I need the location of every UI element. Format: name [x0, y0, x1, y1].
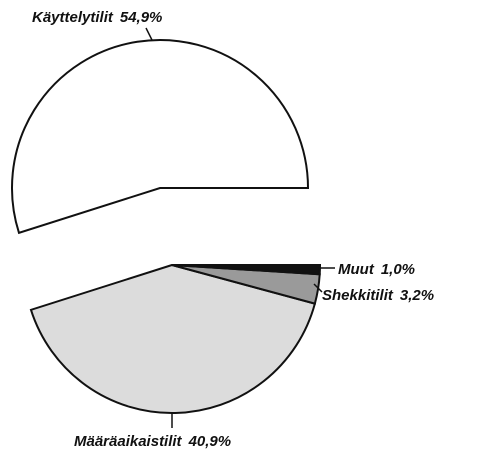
value-label: 40,9%	[188, 433, 232, 450]
category-label: Muut	[338, 261, 375, 278]
slice-label: Käyttelytilit 54,9%	[32, 9, 162, 26]
leader-line	[145, 27, 153, 41]
pie-slice	[29, 263, 317, 414]
category-label: Shekkitilit	[322, 287, 394, 304]
value-label: 1,0%	[381, 261, 415, 278]
pie-slice	[11, 39, 310, 235]
value-label: 3,2%	[400, 287, 434, 304]
slice-label: Muut 1,0%	[338, 261, 415, 278]
leader-line	[313, 283, 323, 293]
slice-label: Shekkitilit 3,2%	[322, 287, 434, 304]
category-label: Käyttelytilit	[32, 9, 114, 26]
value-label: 54,9%	[120, 9, 163, 26]
slice-label: Määräaikaistilit 40,9%	[74, 433, 231, 450]
category-label: Määräaikaistilit	[74, 433, 183, 450]
pie-slice	[171, 264, 322, 276]
